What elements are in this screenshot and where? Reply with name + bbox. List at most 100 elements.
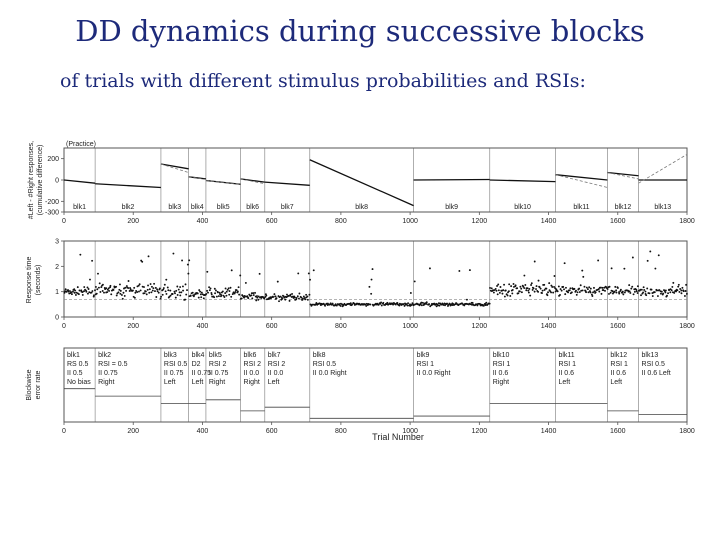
y-tick-label: 3 [55, 239, 59, 246]
rt-point [630, 287, 633, 290]
rt-point [396, 301, 399, 304]
rt-point [635, 288, 638, 291]
rt-point [556, 290, 559, 293]
rt-point [91, 259, 94, 262]
rt-point [252, 292, 255, 295]
rt-point [291, 292, 294, 295]
rt-point [476, 304, 479, 307]
rt-point [250, 292, 253, 295]
rt-point [165, 278, 168, 281]
rt-point [120, 294, 123, 296]
expected-line [607, 172, 639, 180]
rt-point [644, 290, 647, 293]
rt-point [109, 284, 112, 287]
rt-point [76, 286, 79, 289]
x-tick-label: 0 [62, 428, 66, 435]
rt-point [623, 267, 626, 270]
rt-point [522, 285, 525, 288]
rt-point [578, 287, 581, 290]
rt-point [631, 285, 634, 288]
rt-point [650, 288, 653, 291]
rt-point [648, 292, 651, 295]
block-label: blk8 [355, 204, 368, 211]
rt-point [115, 285, 118, 288]
x-tick-label: 200 [127, 218, 139, 225]
rt-point [67, 290, 70, 293]
rt-point [623, 291, 626, 294]
rt-point [485, 301, 488, 304]
rt-point [443, 302, 446, 305]
x-tick-label: 1800 [679, 323, 695, 330]
rt-point [214, 292, 217, 295]
rt-point [646, 259, 649, 262]
rt-point [655, 289, 658, 292]
rt-point [97, 272, 99, 275]
rt-point [636, 292, 639, 294]
rt-point [497, 289, 500, 292]
x-tick-label: 1600 [610, 428, 626, 435]
rt-point [136, 291, 139, 293]
rt-point [447, 303, 450, 306]
rt-point [257, 295, 260, 298]
block-annotation-prob: II 0.0 [268, 370, 284, 377]
rt-point [237, 286, 240, 289]
rt-point [137, 284, 140, 287]
rt-point [202, 297, 205, 300]
rt-point [129, 288, 132, 291]
rt-point [199, 293, 202, 296]
rt-point [224, 292, 227, 295]
y-tick-label: 0 [55, 178, 59, 185]
x-tick-label: 400 [197, 218, 209, 225]
expected-line [205, 180, 241, 185]
rt-point [563, 288, 565, 291]
rt-point [551, 286, 554, 288]
rt-point [539, 287, 542, 290]
block-annotation-prob: II 0.75 [98, 370, 118, 377]
rt-point [243, 296, 246, 299]
rt-point [614, 285, 617, 288]
rt-point [233, 292, 236, 295]
rt-point [106, 288, 109, 291]
rt-point [370, 292, 373, 295]
rt-point [234, 291, 237, 293]
panel3-ylabel-line1: Blockwise [26, 369, 33, 400]
rt-point [92, 294, 95, 297]
rt-point [377, 303, 380, 306]
x-axis-label: Trial Number [372, 432, 424, 442]
rt-point [547, 291, 549, 294]
rt-point [154, 290, 156, 293]
rt-point [645, 294, 648, 297]
rt-point [407, 302, 410, 305]
rt-point [230, 269, 233, 272]
rt-point [74, 293, 77, 296]
block-label: blk3 [168, 204, 181, 211]
rt-point [224, 287, 227, 290]
rt-point [594, 291, 597, 294]
rt-point [218, 291, 221, 294]
x-tick-label: 1200 [472, 218, 488, 225]
rt-point [496, 293, 499, 296]
rt-point [520, 287, 523, 290]
block-annotation-bias: Right [244, 379, 260, 386]
block-annotation-rsi: RSI 0.5 [642, 361, 665, 368]
rt-point [118, 288, 121, 291]
rt-point [127, 287, 130, 289]
rt-point [537, 279, 540, 282]
rt-point [526, 287, 529, 290]
rt-point [523, 287, 526, 289]
rt-point [585, 286, 588, 289]
rt-point [616, 286, 619, 289]
rt-point [306, 295, 309, 298]
rt-point [535, 288, 537, 290]
rt-point [365, 304, 368, 307]
rt-point [380, 304, 383, 307]
rt-point [621, 290, 624, 293]
rt-point [159, 297, 162, 300]
rt-point [660, 290, 663, 293]
rt-point [105, 287, 108, 290]
rt-point [369, 303, 372, 306]
rt-point [468, 269, 471, 272]
rt-point [119, 292, 122, 295]
block-annotation-name: blk6 [244, 352, 257, 359]
